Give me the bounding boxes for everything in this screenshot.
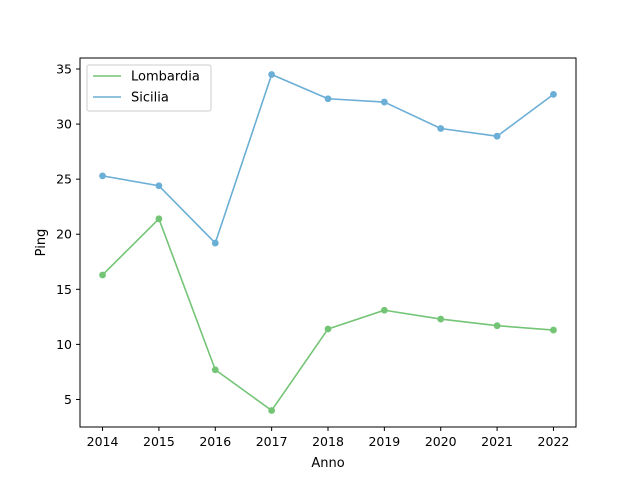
- x-tick-label: 2022: [538, 434, 570, 449]
- data-point-lombardia: [155, 215, 163, 223]
- data-point-lombardia: [550, 326, 557, 334]
- series-layer: [99, 71, 557, 414]
- x-tick-label: 2020: [425, 434, 457, 449]
- y-tick-label: 25: [56, 172, 72, 187]
- data-point-sicilia: [268, 71, 276, 78]
- data-point-sicilia: [493, 132, 501, 140]
- x-tick-label: 2018: [312, 434, 344, 449]
- x-axis-ticks: 2014 2015 2016 2017 2018 2019 2020 2021 2022: [87, 427, 570, 449]
- data-point-lombardia: [324, 325, 332, 333]
- x-axis-label: Anno: [311, 456, 344, 471]
- y-tick-label: 10: [56, 337, 72, 352]
- plot-frame: [79, 57, 577, 428]
- y-tick-label: 20: [56, 227, 72, 242]
- data-point-sicilia: [380, 98, 388, 106]
- data-point-lombardia: [211, 366, 219, 374]
- y-axis-ticks: 5 10 15 20 25 30 35: [56, 62, 80, 407]
- data-point-sicilia: [324, 95, 332, 103]
- y-tick-label: 30: [56, 117, 72, 132]
- data-point-sicilia: [550, 90, 557, 98]
- data-point-lombardia: [268, 407, 276, 414]
- x-tick-label: 2016: [199, 434, 231, 449]
- x-tick-label: 2014: [87, 434, 119, 449]
- data-point-sicilia: [99, 172, 106, 180]
- y-tick-label: 15: [56, 282, 72, 297]
- y-tick-label: 35: [56, 62, 72, 77]
- plot-background: [80, 58, 576, 427]
- x-tick-label: 2017: [256, 434, 288, 449]
- data-point-lombardia: [380, 306, 388, 314]
- legend: Lombardia Sicilia: [86, 64, 212, 112]
- data-point-sicilia: [211, 239, 219, 247]
- x-tick-label: 2015: [143, 434, 175, 449]
- data-point-sicilia: [155, 182, 163, 190]
- y-tick-label: 5: [64, 392, 72, 407]
- data-point-sicilia: [437, 125, 445, 132]
- data-point-lombardia: [437, 315, 445, 323]
- x-tick-label: 2019: [368, 434, 400, 449]
- data-point-lombardia: [493, 322, 501, 330]
- data-point-lombardia: [99, 271, 106, 279]
- legend-label-sicilia: Sicilia: [131, 91, 169, 106]
- legend-label-lombardia: Lombardia: [131, 70, 200, 85]
- y-axis-label: Ping: [34, 229, 49, 257]
- x-tick-label: 2021: [481, 434, 513, 449]
